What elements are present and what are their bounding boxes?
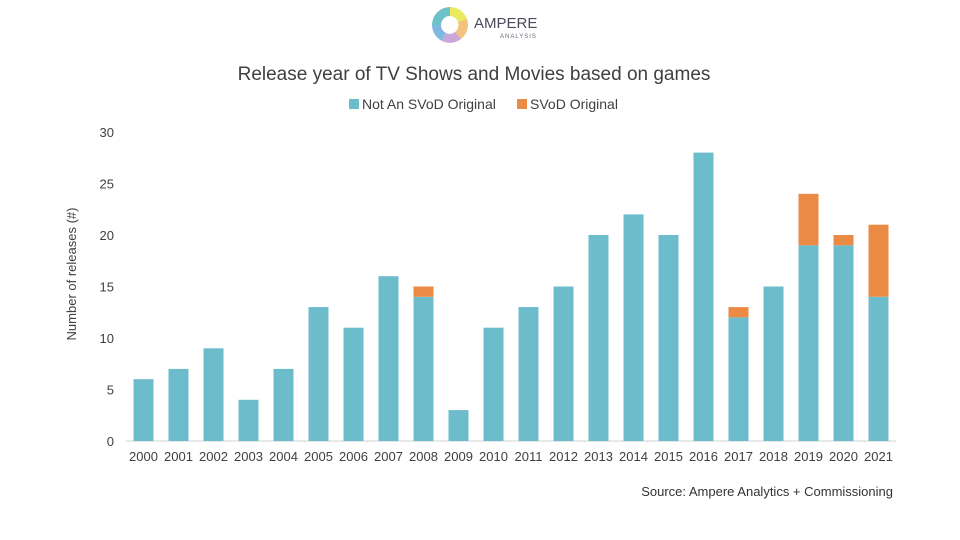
bar-not-svod-2021 — [868, 296, 889, 441]
legend-label-svod: SVoD Original — [530, 96, 618, 112]
y-tick-label: 0 — [107, 434, 114, 449]
x-tick-label: 2004 — [269, 449, 298, 464]
bar-not-svod-2018 — [763, 286, 784, 441]
y-axis-ticks: 0 5 10 15 20 25 30 — [100, 125, 114, 449]
x-tick-label: 2001 — [164, 449, 193, 464]
bar-not-svod-2013 — [588, 235, 609, 441]
x-tick-label: 2012 — [549, 449, 578, 464]
bar-not-svod-2008 — [413, 296, 434, 441]
y-tick-label: 20 — [100, 228, 114, 243]
bar-not-svod-2015 — [658, 235, 679, 441]
x-axis-ticks: 2000 2001 2002 2003 2004 2005 2006 2007 2008 2009… — [129, 449, 893, 464]
y-tick-label: 30 — [100, 125, 114, 140]
source-note: Source: Ampere Analytics + Commissioning — [641, 484, 893, 499]
bar-not-svod-2012 — [553, 286, 574, 441]
logo-segment-blue — [432, 25, 446, 41]
bar-svod-2020 — [833, 235, 854, 246]
bar-not-svod-2019 — [798, 245, 819, 441]
bar-not-svod-2016 — [693, 152, 714, 441]
legend-label-not-svod: Not An SVoD Original — [362, 96, 496, 112]
bar-not-svod-2006 — [343, 327, 364, 441]
logo-segment-purple — [442, 32, 461, 43]
bar-not-svod-2009 — [448, 410, 469, 441]
x-tick-label: 2014 — [619, 449, 648, 464]
bar-not-svod-2001 — [168, 368, 189, 441]
logo-segment-yellow — [450, 6, 467, 22]
x-tick-label: 2011 — [515, 449, 543, 464]
x-tick-label: 2009 — [444, 449, 473, 464]
x-tick-label: 2018 — [759, 449, 788, 464]
y-tick-label: 5 — [107, 383, 114, 398]
bar-svod-2021 — [868, 224, 889, 297]
bar-not-svod-2003 — [238, 399, 259, 441]
x-tick-label: 2015 — [654, 449, 683, 464]
bar-not-svod-2020 — [833, 245, 854, 441]
x-tick-label: 2006 — [339, 449, 368, 464]
logo-name: AMPERE — [474, 15, 537, 32]
bar-svod-2008 — [413, 286, 434, 297]
x-tick-label: 2005 — [304, 449, 333, 464]
x-tick-label: 2021 — [864, 449, 893, 464]
x-tick-label: 2007 — [374, 449, 403, 464]
x-tick-label: 2003 — [234, 449, 263, 464]
ampere-logo: AMPERE ANALYSIS — [430, 4, 560, 46]
bar-not-svod-2000 — [133, 379, 154, 441]
legend-swatch-svod — [517, 99, 527, 109]
logo-segment-teal — [432, 7, 450, 25]
bar-not-svod-2002 — [203, 348, 224, 441]
x-tick-label: 2017 — [724, 449, 753, 464]
bar-svod-2017 — [728, 307, 749, 318]
x-tick-label: 2013 — [584, 449, 613, 464]
x-tick-label: 2002 — [199, 449, 228, 464]
chart-title: Release year of TV Shows and Movies base… — [238, 64, 711, 85]
logo-segment-orange — [455, 19, 468, 39]
bar-not-svod-2005 — [308, 307, 329, 441]
y-axis-label: Number of releases (#) — [64, 208, 79, 341]
x-tick-label: 2008 — [409, 449, 438, 464]
bar-not-svod-2004 — [273, 368, 294, 441]
ampere-logo-mark: AMPERE ANALYSIS — [432, 6, 537, 43]
bars — [133, 152, 889, 441]
bar-not-svod-2011 — [518, 307, 539, 441]
x-tick-label: 2020 — [829, 449, 858, 464]
y-tick-label: 15 — [100, 280, 114, 295]
legend: Not An SVoD Original SVoD Original — [349, 96, 618, 112]
y-tick-label: 25 — [100, 177, 114, 192]
legend-swatch-not-svod — [349, 99, 359, 109]
bar-not-svod-2007 — [378, 276, 399, 441]
x-tick-label: 2019 — [794, 449, 823, 464]
y-tick-label: 10 — [100, 331, 114, 346]
logo-sub: ANALYSIS — [500, 34, 537, 40]
x-tick-label: 2016 — [689, 449, 718, 464]
bar-not-svod-2017 — [728, 317, 749, 441]
bar-not-svod-2014 — [623, 214, 644, 441]
x-tick-label: 2010 — [479, 449, 508, 464]
bar-svod-2019 — [798, 193, 819, 246]
x-tick-label: 2000 — [129, 449, 158, 464]
bar-not-svod-2010 — [483, 327, 504, 441]
